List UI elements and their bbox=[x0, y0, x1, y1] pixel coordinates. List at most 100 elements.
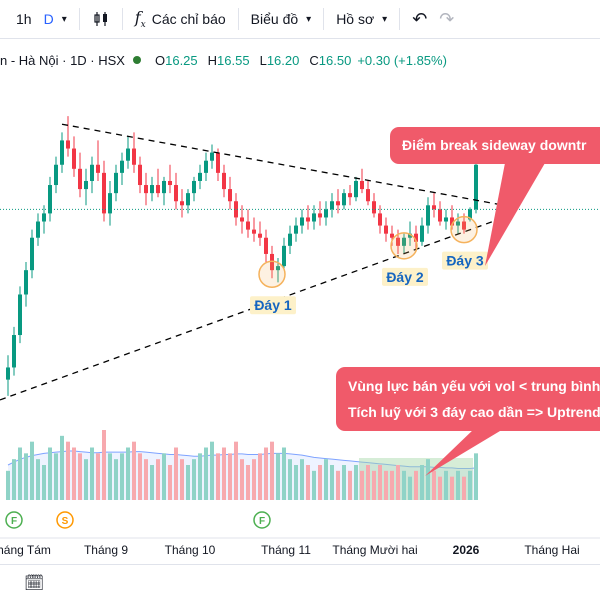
volume-bar bbox=[78, 453, 82, 500]
candle-body bbox=[24, 270, 28, 295]
volume-bar bbox=[294, 465, 298, 500]
candle-body bbox=[330, 201, 334, 210]
volume-bar bbox=[360, 470, 364, 500]
candle-body bbox=[78, 168, 82, 190]
volume-bar bbox=[432, 470, 436, 500]
volume-bar bbox=[414, 470, 418, 500]
undo-icon: ↶ bbox=[412, 8, 428, 29]
candle-body bbox=[192, 180, 196, 194]
indicators-button[interactable]: fx Các chỉ báo bbox=[129, 0, 232, 38]
candle-body bbox=[312, 213, 316, 222]
volume-bar bbox=[114, 459, 118, 500]
event-marker-letter: S bbox=[62, 516, 69, 527]
candle-style-button[interactable] bbox=[86, 0, 116, 38]
candle-body bbox=[198, 172, 202, 181]
volume-bar bbox=[132, 441, 136, 500]
undo-button[interactable]: ↶ bbox=[406, 0, 433, 38]
volume-bar bbox=[102, 430, 106, 500]
candle-body bbox=[174, 185, 178, 202]
volume-bar bbox=[348, 470, 352, 500]
volume-bar bbox=[444, 470, 448, 500]
candle-body bbox=[258, 233, 262, 238]
overlay-layer: Đáy 1 Đáy 2 Đáy 3 F S F bbox=[0, 123, 600, 529]
volume-bar bbox=[138, 453, 142, 500]
candle-body bbox=[222, 172, 226, 190]
event-marker-icon bbox=[5, 511, 23, 529]
candle-body bbox=[438, 209, 442, 222]
time-tick-label: háng Tám bbox=[0, 543, 51, 557]
volume-bar bbox=[462, 476, 466, 500]
volume-bar bbox=[204, 447, 208, 500]
chart-menu-label: Biểu đồ bbox=[250, 11, 299, 27]
redo-button[interactable]: ↷ bbox=[433, 0, 460, 38]
candle-body bbox=[6, 367, 10, 380]
candle-body bbox=[264, 237, 268, 254]
candle-body bbox=[252, 229, 256, 234]
volume-bar bbox=[276, 453, 280, 500]
candle-body bbox=[246, 221, 250, 230]
candle-body bbox=[468, 209, 472, 220]
volume-bar bbox=[324, 459, 328, 500]
candlestick-icon bbox=[94, 12, 107, 26]
callout-line-2: Tích luỹ với 3 đáy cao dần => Uptrend bbox=[348, 404, 600, 420]
candle-body bbox=[90, 164, 94, 181]
volume-bar bbox=[258, 453, 262, 500]
callout-break-text: Điểm break sideway downtr bbox=[402, 137, 587, 153]
calendar-goto-icon[interactable]: 🗓 bbox=[24, 575, 45, 592]
candle-body bbox=[60, 140, 64, 165]
candle-body bbox=[384, 225, 388, 234]
callout-accumulation-pointer bbox=[425, 428, 505, 476]
candle-body bbox=[354, 180, 358, 198]
volume-bar bbox=[210, 441, 214, 500]
volume-bar bbox=[300, 459, 304, 500]
candle-body bbox=[156, 185, 160, 194]
volume-bar bbox=[144, 459, 148, 500]
candle-body bbox=[96, 164, 100, 173]
volume-bar bbox=[48, 447, 52, 500]
chevron-down-icon: ▾ bbox=[306, 13, 312, 25]
volume-bar bbox=[90, 447, 94, 500]
profile-menu-button[interactable]: Hồ sơ ▾ bbox=[330, 0, 393, 38]
volume-bar bbox=[264, 447, 268, 500]
volume-bar bbox=[36, 459, 40, 500]
time-tick-label: Tháng 11 bbox=[261, 543, 311, 557]
price-chart[interactable]: Đáy 1 Đáy 2 Đáy 3 F S F háng Tám Tháng 9 Tháng … bbox=[0, 38, 600, 564]
volume-bar bbox=[468, 470, 472, 500]
bottom-2-label: Đáy 2 bbox=[386, 269, 424, 285]
volume-bar bbox=[378, 465, 382, 500]
volume-bar bbox=[12, 459, 16, 500]
candle-body bbox=[456, 221, 460, 226]
candle-body bbox=[234, 201, 238, 218]
candle-body bbox=[288, 233, 292, 246]
candle-body bbox=[360, 180, 364, 190]
candle-body bbox=[18, 294, 22, 336]
candle-body bbox=[36, 221, 40, 238]
bottom-2-circle bbox=[390, 232, 418, 260]
toolbar-divider bbox=[237, 8, 239, 30]
volume-bar bbox=[318, 465, 322, 500]
candle-body bbox=[402, 237, 406, 246]
candle-body bbox=[396, 237, 400, 246]
volume-bar bbox=[396, 465, 400, 500]
volume-bar bbox=[30, 441, 34, 500]
candle-body bbox=[372, 201, 376, 214]
interval-1h-button[interactable]: 1h bbox=[16, 11, 32, 27]
chart-menu-button[interactable]: Biểu đồ ▾ bbox=[245, 0, 318, 38]
volume-bar bbox=[252, 459, 256, 500]
candle-body bbox=[144, 185, 148, 194]
time-tick-label: Tháng Mười hai bbox=[332, 543, 417, 557]
candle-body bbox=[318, 213, 322, 218]
candle-body bbox=[120, 160, 124, 173]
candle-body bbox=[216, 152, 220, 173]
candle-body bbox=[378, 213, 382, 226]
volume-bar bbox=[288, 459, 292, 500]
volume-bar bbox=[366, 465, 370, 500]
candle-body bbox=[210, 152, 214, 161]
callout-break-point: Điểm break sideway downtr bbox=[390, 127, 600, 164]
candle-body bbox=[474, 164, 478, 210]
candle-body bbox=[138, 164, 142, 186]
volume-bar bbox=[216, 453, 220, 500]
interval-d-button[interactable]: D ▾ bbox=[43, 11, 67, 27]
candle-body bbox=[240, 217, 244, 222]
candle-body bbox=[204, 160, 208, 173]
